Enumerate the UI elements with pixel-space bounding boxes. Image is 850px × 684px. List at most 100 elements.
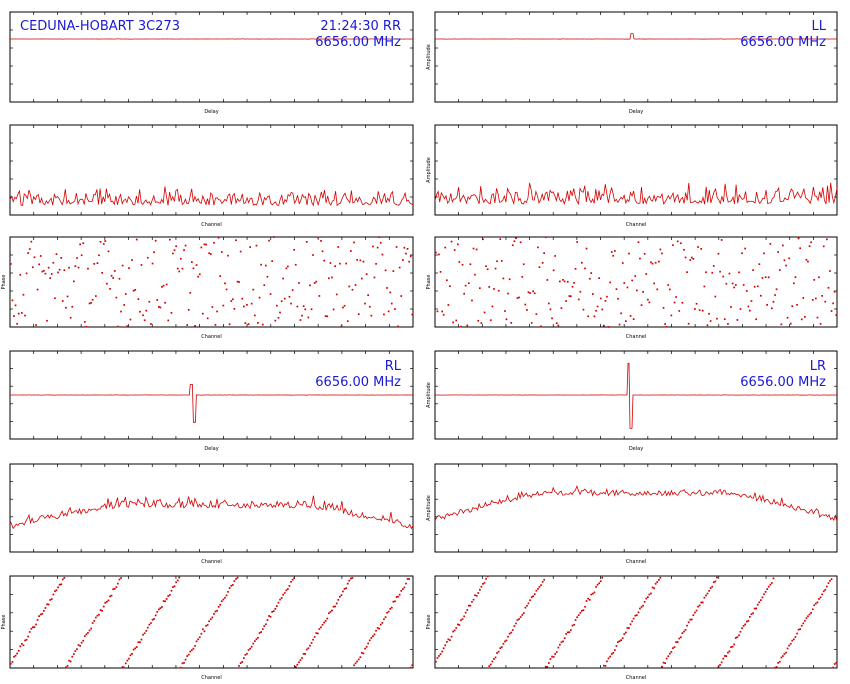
lr-phase-point <box>559 644 561 646</box>
rr-phase-point <box>34 256 36 258</box>
rl-phase-point <box>180 667 182 669</box>
ll-phase-point <box>801 319 803 321</box>
lr-phase-point <box>793 639 795 641</box>
rr-phase-point <box>155 240 157 242</box>
rl-phase-point <box>189 651 191 653</box>
ll-phase-point <box>735 284 737 286</box>
lr-phase-point <box>561 641 563 643</box>
rl-phase-point <box>131 653 133 655</box>
rl-phase-point <box>147 627 149 629</box>
rr-phase-point <box>372 246 374 248</box>
rr-phase-point <box>287 266 289 268</box>
lr-phase-point <box>562 641 564 643</box>
rl-phase-point <box>393 601 395 603</box>
lr-phase-point <box>536 590 538 592</box>
rl-phase-point <box>293 577 295 579</box>
ll-phase-point <box>752 269 754 271</box>
rr-phase-point <box>106 283 108 285</box>
lr-phase-point <box>812 608 814 610</box>
ll-phase-point <box>449 285 451 287</box>
ll-phase-point <box>798 238 800 240</box>
rr-phase-point <box>292 289 294 291</box>
ll-phase-point <box>612 255 614 257</box>
ll-phase-point <box>614 250 616 252</box>
rr-phase-point <box>350 250 352 252</box>
rl-phase-point <box>175 582 177 584</box>
lr-phase-point <box>455 627 457 629</box>
rl-phase-point <box>24 640 26 642</box>
rl-phase-point <box>90 628 92 630</box>
ll-phase-point <box>691 257 693 259</box>
rr-phase-point <box>216 311 218 313</box>
ll-phase-point <box>529 292 531 294</box>
ll-phase-point <box>785 265 787 267</box>
rr-phase-point <box>360 260 362 262</box>
lr-phase-point <box>595 586 597 588</box>
rl-phase-point <box>396 596 398 598</box>
lr-phase-point <box>457 624 459 626</box>
ll-phase-point <box>518 297 520 299</box>
rl-phase-point <box>230 585 232 587</box>
rr-phase-point <box>301 315 303 317</box>
rr-phase-point <box>84 321 86 323</box>
ll-delay-ylabel: Amplitude <box>426 44 432 70</box>
lr-phase-point <box>748 620 750 622</box>
lr-phase-point <box>531 596 533 598</box>
rr-phase-point <box>40 255 42 257</box>
rl-phase-point <box>48 604 50 606</box>
rr-phase-point <box>169 239 171 241</box>
ll-phase-point <box>569 295 571 297</box>
rr-phase-point <box>204 244 206 246</box>
lr-phase-point <box>597 584 599 586</box>
rr-phase-point <box>311 308 313 310</box>
rr-phase-point <box>380 242 382 244</box>
lr-phase-point <box>510 632 512 634</box>
lr-phase-ylabel: Phase <box>426 615 432 630</box>
rr-phase-point <box>196 264 198 266</box>
rr-phase-point <box>175 245 177 247</box>
ll-phase-point <box>815 298 817 300</box>
ll-phase-point <box>826 239 828 241</box>
lr-phase-point <box>449 639 451 641</box>
rr-phase-point <box>32 266 34 268</box>
rl-phase-point <box>248 649 250 651</box>
lr-phase-point <box>697 606 699 608</box>
rr-phase-point <box>312 254 314 256</box>
rl-phase-point <box>145 630 147 632</box>
ll-phase-point <box>507 293 509 295</box>
rl-phase-point <box>35 624 37 626</box>
rl-phase-point <box>178 577 180 579</box>
rr-phase-point <box>73 281 75 283</box>
ll-phase-point <box>699 309 701 311</box>
ll-phase-point <box>660 249 662 251</box>
lr-phase-point <box>675 641 677 643</box>
lr-phase-point <box>809 614 811 616</box>
lr-phase-point <box>506 640 508 642</box>
ll-phase-point <box>653 283 655 285</box>
rl-phase-point <box>311 642 313 644</box>
lr-phase-point <box>667 655 669 657</box>
lr-phase-point <box>573 624 575 626</box>
ll-phase-point <box>526 309 528 311</box>
lr-phase-point <box>762 597 764 599</box>
rr-phase-point <box>127 325 129 327</box>
lr-phase-point <box>700 602 702 604</box>
lr-phase-point <box>474 594 476 596</box>
lr-phase-point <box>558 647 560 649</box>
lr-phase-point <box>820 597 822 599</box>
rl-phase-point <box>76 648 78 650</box>
lr-phase-point <box>435 661 437 663</box>
ll-phase-point <box>562 279 564 281</box>
rr-phase-point <box>385 270 387 272</box>
rl-phase-point <box>156 611 158 613</box>
ll-phase-point <box>763 253 765 255</box>
rr-phase-point <box>400 295 402 297</box>
lr-phase-point <box>631 621 633 623</box>
lr-phase-point <box>688 621 690 623</box>
lr-phase-point <box>454 630 456 632</box>
rl-phase-point <box>235 578 237 580</box>
rl-phase-point <box>273 610 275 612</box>
rl-phase-point <box>317 633 319 635</box>
rl-phase-point <box>183 662 185 664</box>
